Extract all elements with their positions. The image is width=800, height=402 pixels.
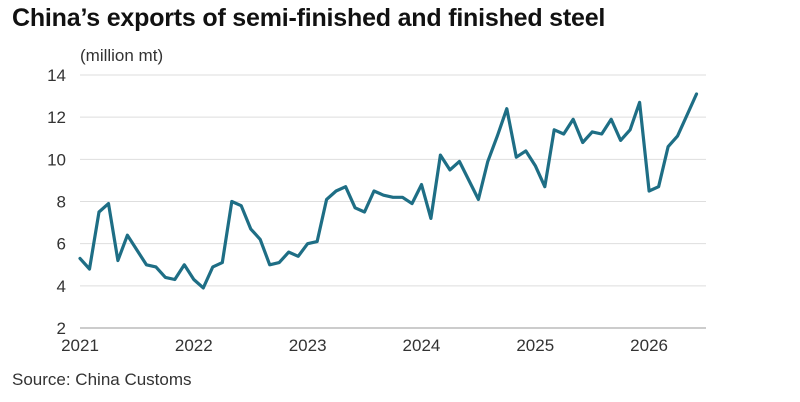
- chart-title: China’s exports of semi-finished and fin…: [12, 4, 606, 32]
- x-tick-label-2026: 2026: [630, 336, 668, 355]
- y-tick-label-4: 4: [57, 277, 66, 296]
- x-tick-label-2024: 2024: [403, 336, 441, 355]
- x-tick-label-2023: 2023: [289, 336, 327, 355]
- y-tick-label-6: 6: [57, 235, 66, 254]
- y-tick-label-14: 14: [47, 66, 66, 85]
- series-line-0: [78, 92, 699, 290]
- y-tick-label-10: 10: [47, 150, 66, 169]
- x-tick-label-2021: 2021: [61, 336, 99, 355]
- y-tick-label-8: 8: [57, 193, 66, 212]
- y-axis-unit-label: (million mt): [80, 46, 164, 65]
- source-note: Source: China Customs: [12, 370, 192, 389]
- x-tick-label-2022: 2022: [175, 336, 213, 355]
- x-tick-label-2025: 2025: [516, 336, 554, 355]
- y-tick-label-2: 2: [57, 319, 66, 338]
- y-tick-label-12: 12: [47, 108, 66, 127]
